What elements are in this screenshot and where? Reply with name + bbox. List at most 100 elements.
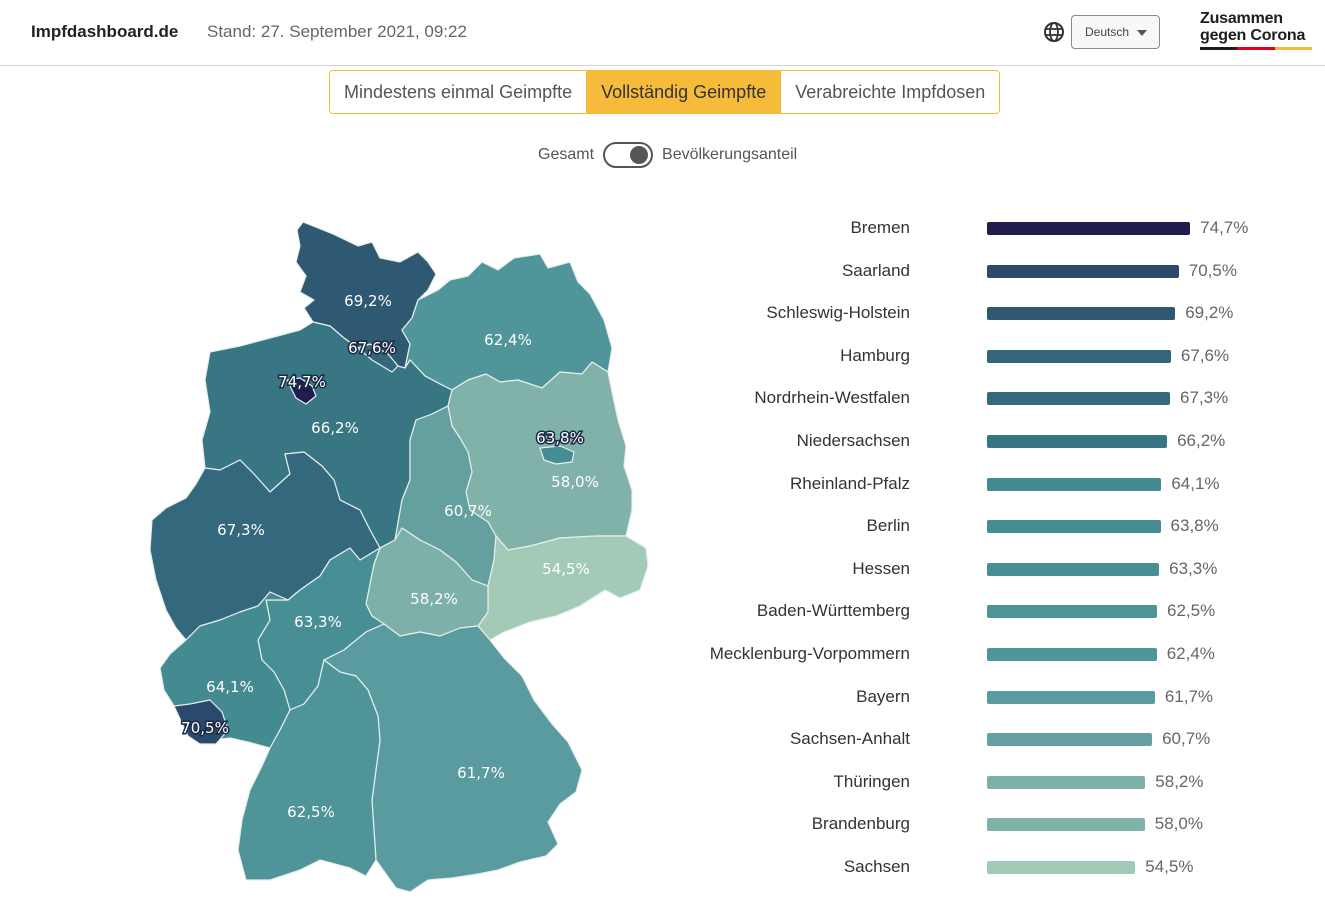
- bar-value-label: 67,3%: [1180, 388, 1229, 408]
- bar-value-label: 70,5%: [1188, 260, 1237, 280]
- bar-track: [987, 477, 1162, 491]
- bar-hamburg[interactable]: [987, 349, 1171, 363]
- metric-tabs: Mindestens einmal Geimpfte Vollständig G…: [329, 70, 1001, 114]
- bar-label: Brandenburg: [811, 814, 910, 834]
- tab-mindestens-einmal-geimpfte[interactable]: Mindestens einmal Geimpfte: [330, 71, 587, 113]
- bar-value-label: 74,7%: [1200, 218, 1249, 237]
- bar-value-label: 62,4%: [1166, 644, 1215, 663]
- bar-hessen[interactable]: [987, 562, 1160, 576]
- state-bar-chart: Bremen 74,7% Saarland 70,5% Schleswig-Holste…: [710, 215, 1300, 905]
- map-region-sachsen[interactable]: [477, 535, 649, 641]
- bar-track: [987, 733, 1153, 747]
- flag-black: [1200, 47, 1238, 50]
- bar-mecklenburg-vorpommern[interactable]: [987, 648, 1157, 661]
- bar-label: Niedersachsen: [796, 431, 910, 450]
- data-timestamp: Stand: 27. September 2021, 09:22: [207, 22, 467, 41]
- logo-flag-stripe: [1200, 47, 1312, 50]
- bar-track: [987, 818, 1145, 832]
- bar-nordrhein-westfalen[interactable]: [987, 392, 1171, 406]
- map-region-bremen[interactable]: [286, 377, 317, 405]
- bar-label: Mecklenburg-Vorpommern: [709, 644, 910, 663]
- map-region-saarland[interactable]: [173, 699, 229, 745]
- bar-value-label: 64,1%: [1171, 473, 1220, 493]
- bar-value-label: 58,0%: [1154, 814, 1203, 834]
- bar-label: Hamburg: [840, 345, 910, 365]
- bar-row-bremen: Bremen 74,7%: [740, 215, 1300, 241]
- bar-track: [987, 392, 1171, 406]
- bar-row-mecklenburg-vorpommern: Mecklenburg-Vorpommern 62,4%: [710, 641, 1300, 667]
- bar-track: [987, 775, 1146, 789]
- bar-value-label: 66,2%: [1177, 431, 1226, 450]
- bar-row-rheinland-pfalz: Rheinland-Pfalz 64,1%: [740, 471, 1300, 497]
- toggle-label-bevoelkerungsanteil[interactable]: Bevölkerungsanteil: [662, 146, 798, 163]
- bar-row-thueringen: Thüringen 58,2%: [740, 769, 1300, 795]
- bar-value-label: 63,8%: [1170, 516, 1219, 536]
- globe-icon[interactable]: [1043, 21, 1065, 43]
- bar-label: Sachsen: [843, 857, 910, 876]
- bar-track: [987, 605, 1157, 619]
- bar-row-saarland: Saarland 70,5%: [740, 258, 1300, 284]
- bar-row-bayern: Bayern 61,7%: [740, 684, 1300, 710]
- bar-track: [987, 349, 1171, 363]
- zusammen-gegen-corona-logo[interactable]: Zusammen gegen Corona: [1200, 10, 1312, 50]
- bar-bayern[interactable]: [987, 690, 1155, 704]
- bar-label: Berlin: [866, 516, 910, 536]
- bar-rheinland-pfalz[interactable]: [987, 477, 1162, 491]
- bar-row-brandenburg: Brandenburg 58,0%: [740, 811, 1300, 837]
- bar-row-hessen: Hessen 63,3%: [740, 556, 1300, 582]
- bar-sachsen-anhalt[interactable]: [987, 733, 1153, 747]
- bar-row-sachsen-anhalt: Sachsen-Anhalt 60,7%: [740, 726, 1300, 752]
- bar-label: Hessen: [852, 558, 910, 578]
- bar-label: Nordrhein-Westfalen: [754, 388, 910, 408]
- map-region-berlin[interactable]: [539, 445, 575, 465]
- gesamt-anteil-toggle[interactable]: [603, 142, 654, 168]
- bar-berlin[interactable]: [987, 520, 1161, 534]
- bar-row-niedersachsen: Niedersachsen 66,2%: [740, 428, 1300, 454]
- bar-saarland[interactable]: [987, 264, 1179, 278]
- bar-row-hamburg: Hamburg 67,6%: [740, 343, 1300, 369]
- bar-track: [987, 307, 1176, 321]
- language-select-value: Deutsch: [1085, 25, 1130, 39]
- tab-verabreichte-impfdosen[interactable]: Verabreichte Impfdosen: [780, 71, 1000, 113]
- bar-row-schleswig-holstein: Schleswig-Holstein 69,2%: [740, 300, 1300, 326]
- bar-row-nordrhein-westfalen: Nordrhein-Westfalen 67,3%: [740, 385, 1300, 411]
- germany-choropleth-map: 69,2%67,6% 62,4%74,7%66,2%63,8%58,0%60,7%…: [149, 221, 649, 893]
- bar-value-label: 69,2%: [1185, 303, 1234, 323]
- map-region-hamburg[interactable]: [357, 343, 399, 373]
- bar-brandenburg[interactable]: [987, 818, 1145, 832]
- bar-label: Saarland: [841, 260, 910, 280]
- map-region-baden-wuerttemberg[interactable]: [237, 659, 381, 881]
- bar-baden-wuerttemberg[interactable]: [987, 605, 1157, 619]
- bar-track: [987, 648, 1157, 661]
- bar-row-berlin: Berlin 63,8%: [740, 513, 1300, 539]
- toggle-label-gesamt[interactable]: Gesamt: [538, 146, 595, 163]
- flag-red: [1237, 47, 1275, 50]
- top-bar: Impfdashboard.de Stand: 27. September 20…: [0, 0, 1325, 66]
- bar-bremen[interactable]: [987, 222, 1191, 235]
- bar-track: [987, 520, 1161, 534]
- bar-schleswig-holstein[interactable]: [987, 307, 1176, 321]
- bar-track: [987, 861, 1136, 874]
- view-toggle-row: Gesamt Bevölkerungsanteil: [538, 142, 797, 168]
- bar-track: [987, 222, 1191, 235]
- bar-sachsen[interactable]: [987, 861, 1136, 874]
- bar-value-label: 61,7%: [1164, 686, 1214, 706]
- bar-value-label: 67,6%: [1180, 345, 1230, 365]
- brand-title[interactable]: Impfdashboard.de: [31, 22, 179, 41]
- bar-value-label: 54,5%: [1145, 857, 1194, 876]
- bar-thueringen[interactable]: [987, 775, 1146, 789]
- bar-value-label: 62,5%: [1167, 601, 1216, 621]
- flag-gold: [1274, 47, 1312, 50]
- bar-label: Bayern: [856, 686, 910, 706]
- bar-niedersachsen[interactable]: [987, 435, 1168, 448]
- bar-track: [987, 690, 1155, 704]
- bar-track: [987, 435, 1168, 448]
- bar-track: [987, 562, 1160, 576]
- bar-label: Thüringen: [833, 771, 910, 791]
- toggle-knob: [630, 146, 649, 164]
- tab-vollstaendig-geimpfte[interactable]: Vollständig Geimpfte: [586, 71, 781, 113]
- bar-label: Schleswig-Holstein: [766, 303, 910, 323]
- bar-label: Baden-Württemberg: [756, 601, 910, 621]
- language-select[interactable]: Deutsch: [1071, 15, 1160, 49]
- bar-label: Sachsen-Anhalt: [789, 729, 910, 749]
